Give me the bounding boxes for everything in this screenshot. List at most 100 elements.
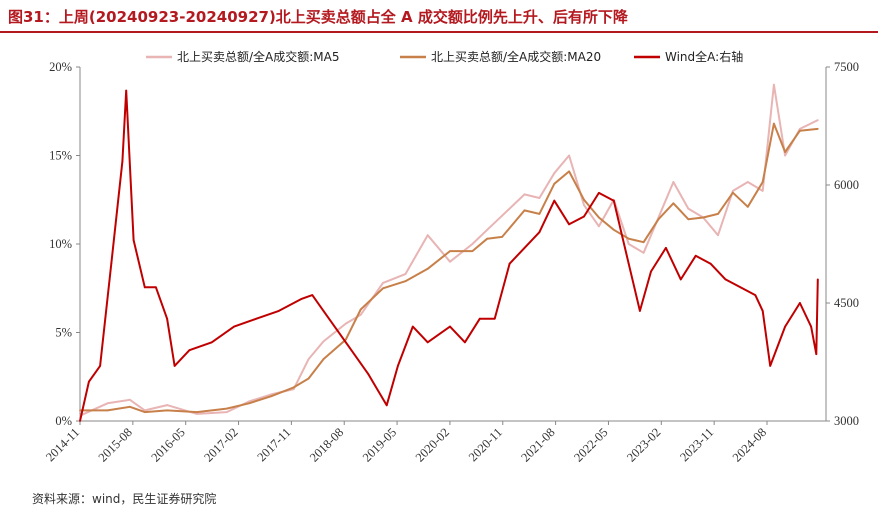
series-1-point [322,340,325,343]
series-3-point [322,310,325,312]
left-tick-label: 0% [55,414,72,428]
series-3-point [583,215,585,218]
series-3-point [99,365,101,367]
series-3-point [344,341,347,344]
x-tick-label: 2020-02 [413,425,452,464]
chart-legend: 北上买卖总额/全A成交额:MA5 北上买卖总额/全A成交额:MA20 Wind全A:… [146,49,743,64]
series-1-point [426,234,429,237]
series-2-point [732,191,734,194]
legend-label-3: Wind全A:右轴 [665,49,743,64]
x-tick-label: 2023-02 [624,425,663,464]
series-3-point [277,310,280,312]
series-1-point [106,402,109,405]
series-3-point [385,404,388,407]
series-1-point [382,282,384,284]
series-1-point [816,119,819,121]
series-1-point [761,190,764,192]
series-2-point [799,129,801,132]
series-2-point [627,237,630,240]
series-3-point [79,420,81,422]
series-3-point [132,239,135,242]
series-3-point [769,365,772,367]
series-2-point [426,267,429,270]
series-3-point [810,325,812,328]
series-2-point [166,409,169,412]
series-2-point [196,411,198,413]
series-3-point [188,349,191,352]
series-1-point [449,260,451,263]
series-3-point [166,317,169,320]
series-2-point [79,409,81,412]
series-3-point [173,365,176,367]
series-3-point [553,199,556,202]
series-3-point [761,310,764,312]
series-2-point [612,228,615,231]
series-2-point [382,287,384,290]
series-1-point [598,225,600,228]
left-tick-label: 10% [49,237,72,251]
series-3-point [523,247,526,249]
series-1-point [344,322,347,325]
series-1-point [799,127,801,130]
series-3-point [233,325,236,328]
series-1-point [486,228,489,231]
series-3-point [478,317,481,320]
x-tick-label: 2018-08 [307,425,346,464]
series-1-point [166,404,169,406]
series-1-point [225,411,228,413]
series-1-point [143,409,146,412]
series-2-point [642,241,645,244]
series-3-point [88,380,90,383]
series-2-point [538,213,541,215]
series-2-point [106,409,109,412]
series-3-point [724,278,727,281]
series-layer [79,83,819,422]
series-2-point [598,216,600,219]
series-1-point [404,273,407,275]
series-2-point [672,202,675,205]
series-2-point [501,236,503,238]
series-1-point [627,243,630,245]
title-rule [0,31,878,33]
series-2-point [404,280,407,283]
series-3-point [754,294,757,296]
series-1-point [196,413,198,415]
series-1-point [523,193,526,196]
legend-label-1: 北上买卖总额/全A成交额:MA5 [177,49,340,64]
left-tick-label: 15% [49,149,72,163]
series-3-point [464,341,466,344]
series-1-point [732,190,734,192]
series-2-point [270,395,273,398]
series-3-point [612,199,615,202]
series-3-point [121,160,124,163]
x-tick-label: 2024-08 [730,425,769,464]
x-tick-label: 2022-05 [571,425,610,464]
series-3-point [493,317,496,320]
series-1-point [642,251,645,254]
series-2-point [568,170,570,173]
series-3-point [709,262,712,265]
series-2-point [553,182,556,185]
series-1-point [471,243,474,245]
series-2-point [746,205,749,208]
x-tick-label: 2016-05 [148,425,187,464]
series-3-point [627,262,630,265]
series-1-point [129,398,131,401]
series-2-point [449,250,451,253]
series-3-point [650,270,652,273]
series-2-point [784,151,786,153]
chart-axes: 0% 5% 10% 15% 20% 3000 4500 6000 7500 2014-11 2015… [43,60,859,465]
series-2-point [248,402,250,405]
left-tick-label: 5% [55,326,72,340]
right-tick-label: 6000 [834,178,859,192]
series-3-point [799,302,801,304]
series-2-point [717,213,719,215]
right-tick-label: 7500 [834,60,859,74]
series-2-point [687,218,690,221]
series-1-point [717,234,719,237]
series-3-point [694,254,697,257]
series-3-point [449,325,451,328]
x-tick-label: 2019-05 [360,425,399,464]
series-3-point [568,223,570,226]
series-3-point [665,247,667,249]
